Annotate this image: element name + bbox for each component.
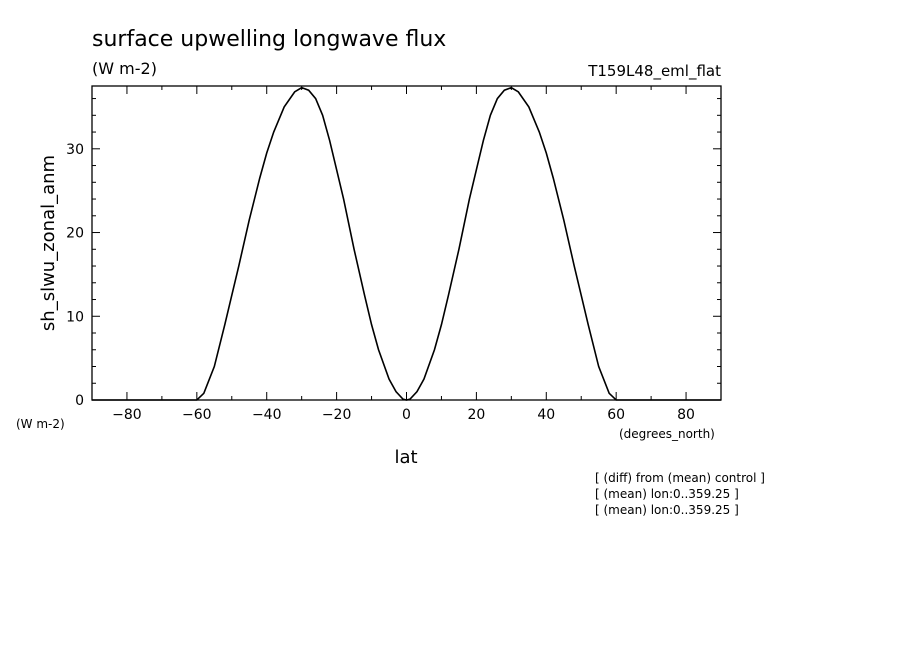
chart-title: surface upwelling longwave flux bbox=[92, 27, 446, 52]
x-tick-label: −60 bbox=[182, 407, 212, 423]
x-tick-labels: −80 −60 −40 −20 0 20 40 60 80 bbox=[112, 407, 695, 423]
tick-marks bbox=[91, 86, 722, 401]
x-tick-label: 0 bbox=[402, 407, 411, 423]
y-axis-units: (W m-2) bbox=[16, 417, 65, 431]
y-tick-label: 0 bbox=[75, 393, 84, 409]
run-label: T159L48_eml_flat bbox=[587, 62, 721, 81]
x-tick-label: 60 bbox=[607, 407, 625, 423]
y-tick-labels: 0 10 20 30 bbox=[66, 142, 84, 409]
x-tick-label: −80 bbox=[112, 407, 142, 423]
y-tick-label: 30 bbox=[66, 142, 84, 158]
x-axis-units: (degrees_north) bbox=[619, 427, 715, 441]
plot-frame bbox=[91, 85, 722, 401]
x-tick-label: 20 bbox=[467, 407, 485, 423]
x-tick-label: 80 bbox=[677, 407, 695, 423]
footnote-line: [ (diff) from (mean) control ] bbox=[595, 471, 765, 485]
x-tick-label: −20 bbox=[322, 407, 352, 423]
footnote-line: [ (mean) lon:0..359.25 ] bbox=[595, 487, 739, 501]
series-line bbox=[92, 86, 721, 401]
x-axis-label: lat bbox=[394, 447, 417, 468]
y-axis-label: sh_slwu_zonal_anm bbox=[38, 155, 59, 331]
x-tick-label: −40 bbox=[252, 407, 282, 423]
chart-subtitle: (W m-2) bbox=[92, 59, 157, 78]
x-tick-label: 40 bbox=[537, 407, 555, 423]
footnote-line: [ (mean) lon:0..359.25 ] bbox=[595, 503, 739, 517]
y-tick-label: 20 bbox=[66, 226, 84, 242]
y-tick-label: 10 bbox=[66, 309, 84, 325]
